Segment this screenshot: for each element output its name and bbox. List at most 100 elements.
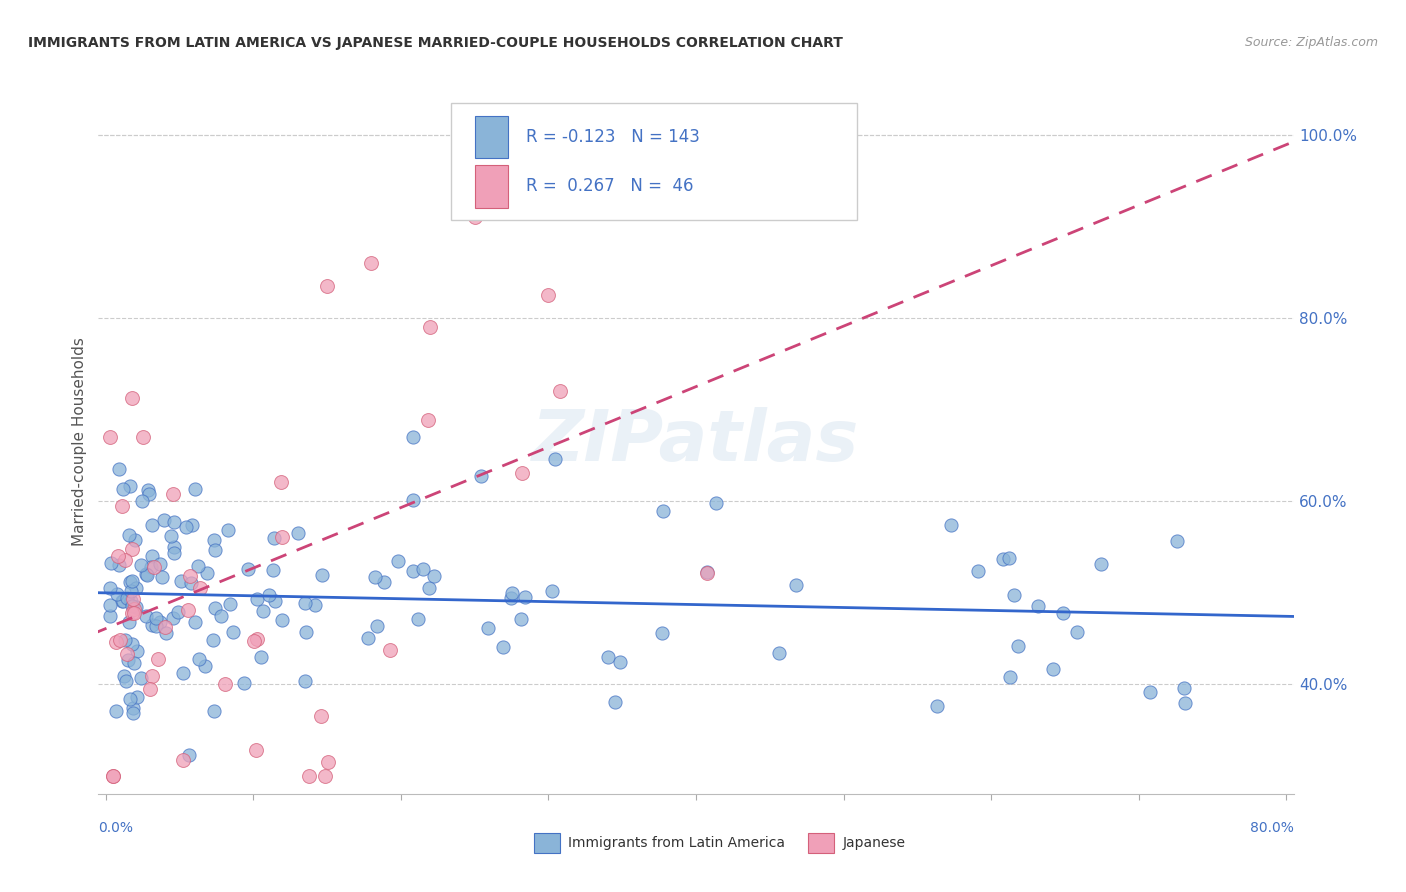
Point <box>998 670 1021 684</box>
Point <box>141 560 163 574</box>
Point <box>122 602 145 616</box>
Point <box>596 650 619 665</box>
Point <box>201 633 224 648</box>
Text: R =  0.267   N =  46: R = 0.267 N = 46 <box>526 178 693 195</box>
Point <box>194 659 217 673</box>
Point <box>925 699 948 714</box>
Point <box>412 562 434 576</box>
Point <box>419 320 441 334</box>
Point <box>179 569 201 583</box>
Point <box>103 768 125 782</box>
Point <box>706 496 728 510</box>
Point <box>402 493 425 508</box>
Text: ZIPatlas: ZIPatlas <box>533 407 859 476</box>
Point <box>131 493 153 508</box>
Point <box>127 690 149 704</box>
Point <box>316 279 339 293</box>
Point <box>111 482 134 496</box>
Point <box>98 429 121 443</box>
Text: Source: ZipAtlas.com: Source: ZipAtlas.com <box>1244 36 1378 49</box>
Point <box>159 528 181 542</box>
Point <box>785 578 807 592</box>
Point <box>115 591 138 606</box>
Point <box>402 565 425 579</box>
Point <box>111 594 134 608</box>
Point <box>121 706 143 720</box>
Text: Immigrants from Latin America: Immigrants from Latin America <box>568 836 785 850</box>
Text: Japanese: Japanese <box>842 836 905 850</box>
Point <box>544 451 567 466</box>
Point <box>509 612 531 626</box>
Point <box>997 550 1019 565</box>
Point <box>217 523 239 537</box>
Point <box>122 606 145 620</box>
FancyBboxPatch shape <box>475 116 509 158</box>
Point <box>135 609 157 624</box>
Point <box>122 656 145 670</box>
Point <box>418 413 440 427</box>
Point <box>1173 681 1195 696</box>
Point <box>222 625 245 640</box>
Point <box>148 615 170 629</box>
Point <box>1028 599 1050 613</box>
Point <box>366 619 388 633</box>
Point <box>510 467 533 481</box>
Point <box>246 632 269 647</box>
Point <box>190 581 212 595</box>
Text: IMMIGRANTS FROM LATIN AMERICA VS JAPANESE MARRIED-COUPLE HOUSEHOLDS CORRELATION : IMMIGRANTS FROM LATIN AMERICA VS JAPANES… <box>28 36 844 50</box>
Point <box>98 608 121 623</box>
Point <box>136 483 159 498</box>
Point <box>121 391 143 405</box>
Point <box>132 429 155 443</box>
Point <box>246 591 269 606</box>
Point <box>257 588 280 602</box>
Point <box>142 559 165 574</box>
Point <box>357 631 380 645</box>
Point <box>129 671 152 685</box>
Point <box>104 704 127 718</box>
Point <box>148 651 170 665</box>
Point <box>252 604 274 618</box>
Point <box>122 701 145 715</box>
Point <box>122 592 145 607</box>
Point <box>541 584 564 599</box>
Point <box>170 574 193 588</box>
Point <box>1052 606 1074 620</box>
Point <box>120 594 142 608</box>
Point <box>184 482 207 496</box>
Point <box>141 669 163 683</box>
Point <box>162 610 184 624</box>
Point <box>111 500 134 514</box>
Point <box>107 549 129 563</box>
Point <box>108 632 131 647</box>
Point <box>114 632 136 647</box>
Point <box>402 430 425 444</box>
Point <box>180 575 202 590</box>
Point <box>195 566 218 581</box>
Point <box>967 565 990 579</box>
Point <box>103 768 125 782</box>
Point <box>316 755 339 769</box>
Point <box>609 656 631 670</box>
Point <box>121 599 143 613</box>
Point <box>360 256 382 270</box>
Point <box>204 601 226 615</box>
Point <box>513 590 536 604</box>
Point <box>298 768 321 782</box>
Point <box>696 565 718 579</box>
Point <box>1139 684 1161 698</box>
Point <box>1090 558 1112 572</box>
Point <box>105 587 128 601</box>
Point <box>373 575 395 590</box>
Point <box>991 552 1014 566</box>
Point <box>1002 588 1025 602</box>
Point <box>232 675 254 690</box>
Point <box>141 549 163 563</box>
Point <box>111 594 134 608</box>
Point <box>378 642 401 657</box>
Point <box>651 504 673 518</box>
Point <box>163 516 186 530</box>
Point <box>263 531 285 545</box>
Point <box>162 487 184 501</box>
Point <box>314 768 336 782</box>
